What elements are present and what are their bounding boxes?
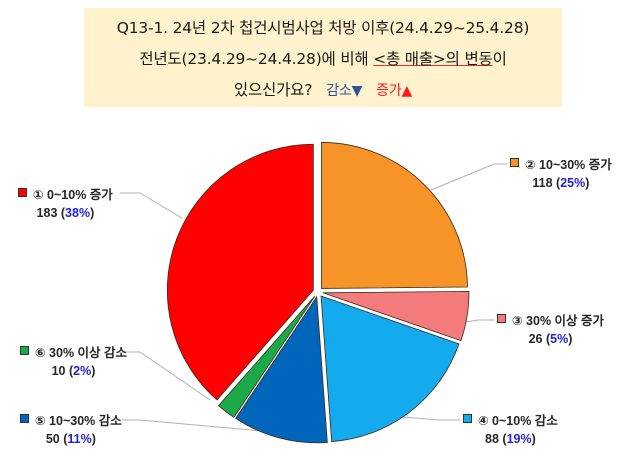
slice-label-1: ① 0~10% 증가 183 (38%) (18, 186, 113, 222)
slice-label-6: ⑥ 30% 이상 감소 10 (2%) (20, 344, 127, 380)
title-underlined-phrase: <총 매출>의 변동 (373, 50, 493, 68)
slice-label-2: ② 10~30% 증가 118 (25%) (510, 156, 612, 192)
slice-6-count: 10 (51, 364, 66, 378)
slice-label-4-value: 88 (19%) (485, 432, 536, 446)
legend-swatch-3 (497, 314, 506, 323)
slice-1-pct: 38% (65, 206, 91, 220)
slice-label-3-name: ③ 30% 이상 증가 (512, 314, 605, 328)
slice-2-pct: 25% (560, 176, 586, 190)
slice-label-5-value: 50 (11%) (45, 432, 96, 446)
slice-2-count: 118 (532, 176, 553, 190)
legend-swatch-2 (510, 158, 519, 167)
slice-4-pct: 19% (506, 432, 532, 446)
title-line-1: Q13-1. 24년 2차 첩건시범사업 처방 이후(24.4.29~25.4.… (116, 19, 530, 37)
legend-swatch-1 (18, 188, 27, 197)
legend-swatch-5 (20, 414, 29, 423)
title-line-2-suffix: 이 (492, 50, 507, 68)
legend-swatch-6 (20, 346, 29, 355)
slice-4-count: 88 (485, 432, 499, 446)
decrease-legend-label: 감소▼ (326, 83, 363, 99)
slice-label-1-value: 183 (38%) (36, 206, 95, 220)
slice-label-6-value: 10 (2%) (51, 364, 96, 378)
slice-label-3-value: 26 (5%) (528, 332, 573, 346)
legend-swatch-4 (463, 414, 472, 423)
slice-label-4: ④ 0~10% 감소 88 (19%) (463, 412, 558, 448)
slice-6-pct: 2% (73, 364, 92, 378)
slice-5-pct: 11% (67, 432, 92, 446)
slice-label-5: ⑤ 10~30% 감소 50 (11%) (20, 412, 122, 448)
leader-line (122, 351, 211, 401)
leader-lines (120, 163, 508, 432)
slice-label-3: ③ 30% 이상 증가 26 (5%) (497, 312, 604, 348)
slice-label-2-name: ② 10~30% 증가 (525, 158, 612, 172)
slice-1-count: 183 (36, 206, 58, 220)
slice-label-4-name: ④ 0~10% 감소 (478, 414, 558, 428)
title-question-end: 있으신가요? (233, 81, 313, 99)
pie-slice-5 (235, 295, 328, 444)
slice-3-count: 26 (528, 332, 543, 346)
pie-slice-6 (218, 295, 316, 418)
question-title-box: Q13-1. 24년 2차 첩건시범사업 처방 이후(24.4.29~25.4.… (84, 8, 562, 107)
pie-slice-2 (321, 142, 468, 289)
slice-label-6-name: ⑥ 30% 이상 감소 (35, 346, 128, 360)
title-line-2: 전년도(23.4.29~24.4.28)에 비해 <총 매출>의 변동이 (84, 44, 562, 75)
leader-line (465, 319, 494, 323)
leader-line (430, 163, 508, 191)
slice-label-5-name: ⑤ 10~30% 감소 (35, 414, 122, 428)
pie-slice-1 (166, 143, 314, 401)
slice-label-1-name: ① 0~10% 증가 (33, 188, 113, 202)
leader-line (122, 419, 263, 432)
pie-slices (166, 142, 470, 444)
title-line-3: 있으신가요? 감소▼ 증가▲ (84, 75, 562, 107)
leader-line (389, 415, 460, 421)
pie-slice-3 (322, 290, 470, 342)
title-line-2-prefix: 전년도(23.4.29~24.4.28)에 비해 (139, 50, 374, 68)
leader-line (120, 192, 183, 219)
slice-label-2-value: 118 (25%) (532, 176, 590, 190)
slice-3-pct: 5% (550, 332, 569, 346)
increase-legend-label: 증가▲ (376, 83, 413, 99)
slice-5-count: 50 (45, 432, 60, 446)
pie-slice-4 (320, 295, 460, 443)
